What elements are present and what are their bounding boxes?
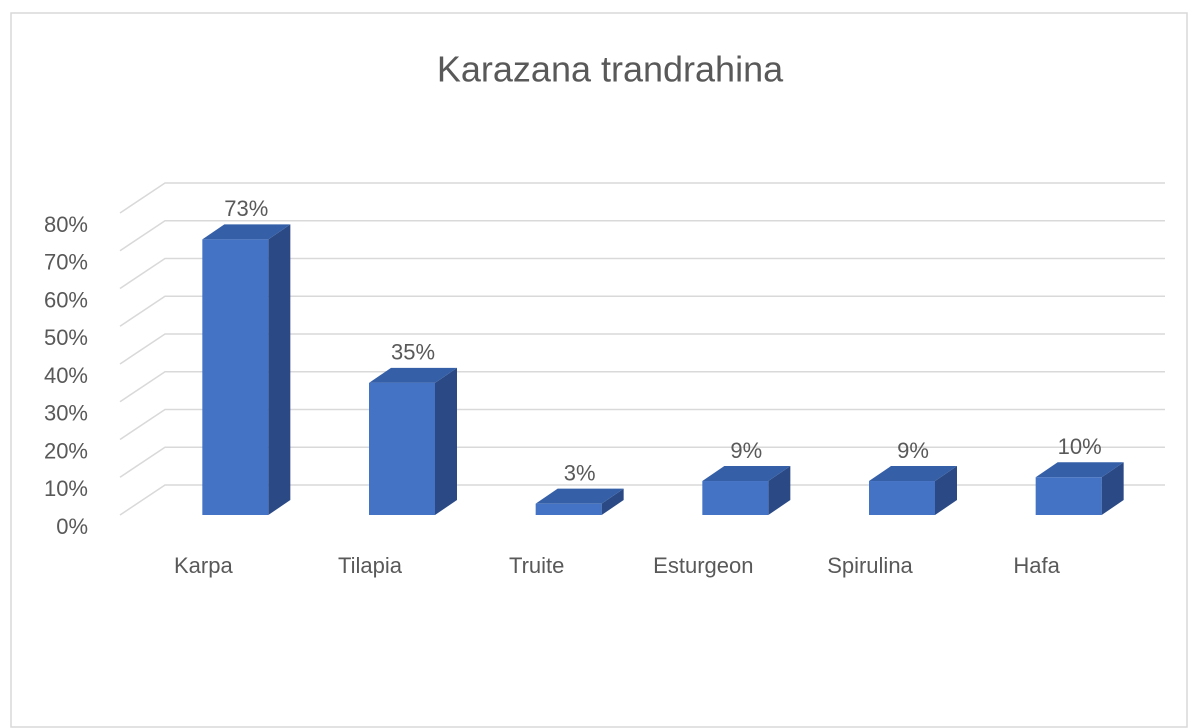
y-tick-label: 0% [56, 514, 88, 539]
y-tick-label: 10% [44, 476, 88, 501]
grid-line [119, 484, 1165, 516]
y-tick-label: 60% [44, 287, 88, 312]
bar-side [601, 488, 624, 515]
bar-side [935, 466, 957, 515]
grid-line [119, 182, 1165, 214]
grid-line [119, 333, 1165, 365]
bar-side [1101, 462, 1124, 515]
bar [869, 481, 935, 515]
bar-side [268, 224, 291, 516]
x-tick-label: Hafa [1013, 553, 1060, 578]
grid-line [119, 295, 1165, 327]
grid-line [119, 371, 1165, 403]
bar-top [369, 367, 457, 383]
grid-line [119, 446, 1165, 478]
x-tick-label: Esturgeon [653, 553, 753, 578]
bar [202, 239, 269, 516]
bar [1035, 477, 1102, 515]
y-tick-label: 20% [44, 438, 88, 463]
bar-top [535, 488, 624, 504]
x-tick-label: Truite [509, 553, 564, 578]
bar-top [869, 466, 957, 482]
bar [369, 382, 435, 515]
value-label: 35% [391, 340, 435, 365]
bar-side [435, 367, 457, 515]
value-label: 3% [564, 460, 596, 485]
bar-top [702, 466, 791, 482]
bar-side [768, 466, 791, 515]
y-tick-label: 30% [44, 401, 88, 426]
bar-top [1035, 462, 1124, 478]
bar [535, 503, 602, 515]
y-tick-label: 70% [44, 250, 88, 275]
grid-line [119, 408, 1165, 441]
x-tick-label: Spirulina [827, 553, 913, 578]
chart-border [10, 12, 1188, 728]
value-label: 73% [224, 196, 268, 221]
value-label: 9% [897, 438, 929, 463]
bar [702, 481, 769, 515]
y-tick-label: 40% [44, 363, 88, 388]
y-tick-label: 80% [44, 212, 88, 237]
value-label: 10% [1058, 434, 1102, 459]
grid-line [119, 257, 1165, 290]
x-tick-label: Karpa [174, 553, 233, 578]
x-tick-label: Tilapia [338, 553, 403, 578]
bar-top [202, 224, 291, 240]
value-label: 9% [730, 438, 762, 463]
chart-title: Karazana trandrahina [437, 49, 784, 90]
y-tick-label: 50% [44, 325, 88, 350]
grid-line [119, 220, 1165, 252]
